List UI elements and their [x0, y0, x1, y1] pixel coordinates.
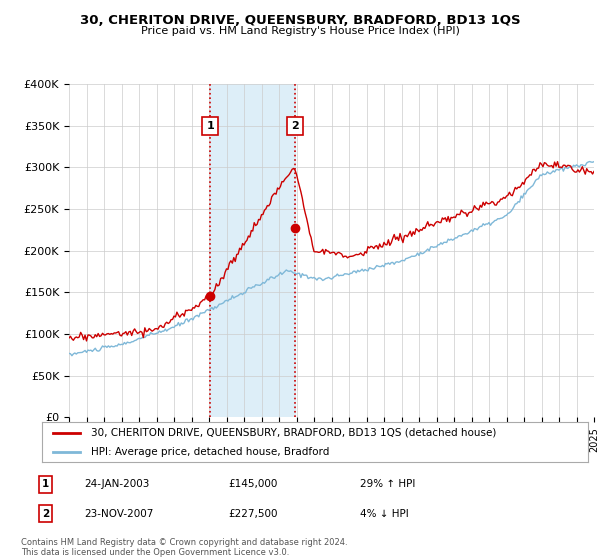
Bar: [210, 84, 295, 417]
Text: 23-NOV-2007: 23-NOV-2007: [84, 508, 154, 519]
Text: £227,500: £227,500: [228, 508, 277, 519]
Text: HPI: Average price, detached house, Bradford: HPI: Average price, detached house, Brad…: [91, 447, 329, 457]
Text: 1: 1: [206, 120, 214, 130]
Text: 24-JAN-2003: 24-JAN-2003: [84, 479, 149, 489]
Text: 2: 2: [42, 508, 49, 519]
Text: Contains HM Land Registry data © Crown copyright and database right 2024.
This d: Contains HM Land Registry data © Crown c…: [21, 538, 347, 557]
Text: £145,000: £145,000: [228, 479, 277, 489]
Text: 30, CHERITON DRIVE, QUEENSBURY, BRADFORD, BD13 1QS: 30, CHERITON DRIVE, QUEENSBURY, BRADFORD…: [80, 14, 520, 27]
Text: 30, CHERITON DRIVE, QUEENSBURY, BRADFORD, BD13 1QS (detached house): 30, CHERITON DRIVE, QUEENSBURY, BRADFORD…: [91, 428, 497, 438]
Text: Price paid vs. HM Land Registry's House Price Index (HPI): Price paid vs. HM Land Registry's House …: [140, 26, 460, 36]
Text: 1: 1: [42, 479, 49, 489]
Text: 29% ↑ HPI: 29% ↑ HPI: [360, 479, 415, 489]
Text: 2: 2: [291, 120, 299, 130]
Text: 4% ↓ HPI: 4% ↓ HPI: [360, 508, 409, 519]
